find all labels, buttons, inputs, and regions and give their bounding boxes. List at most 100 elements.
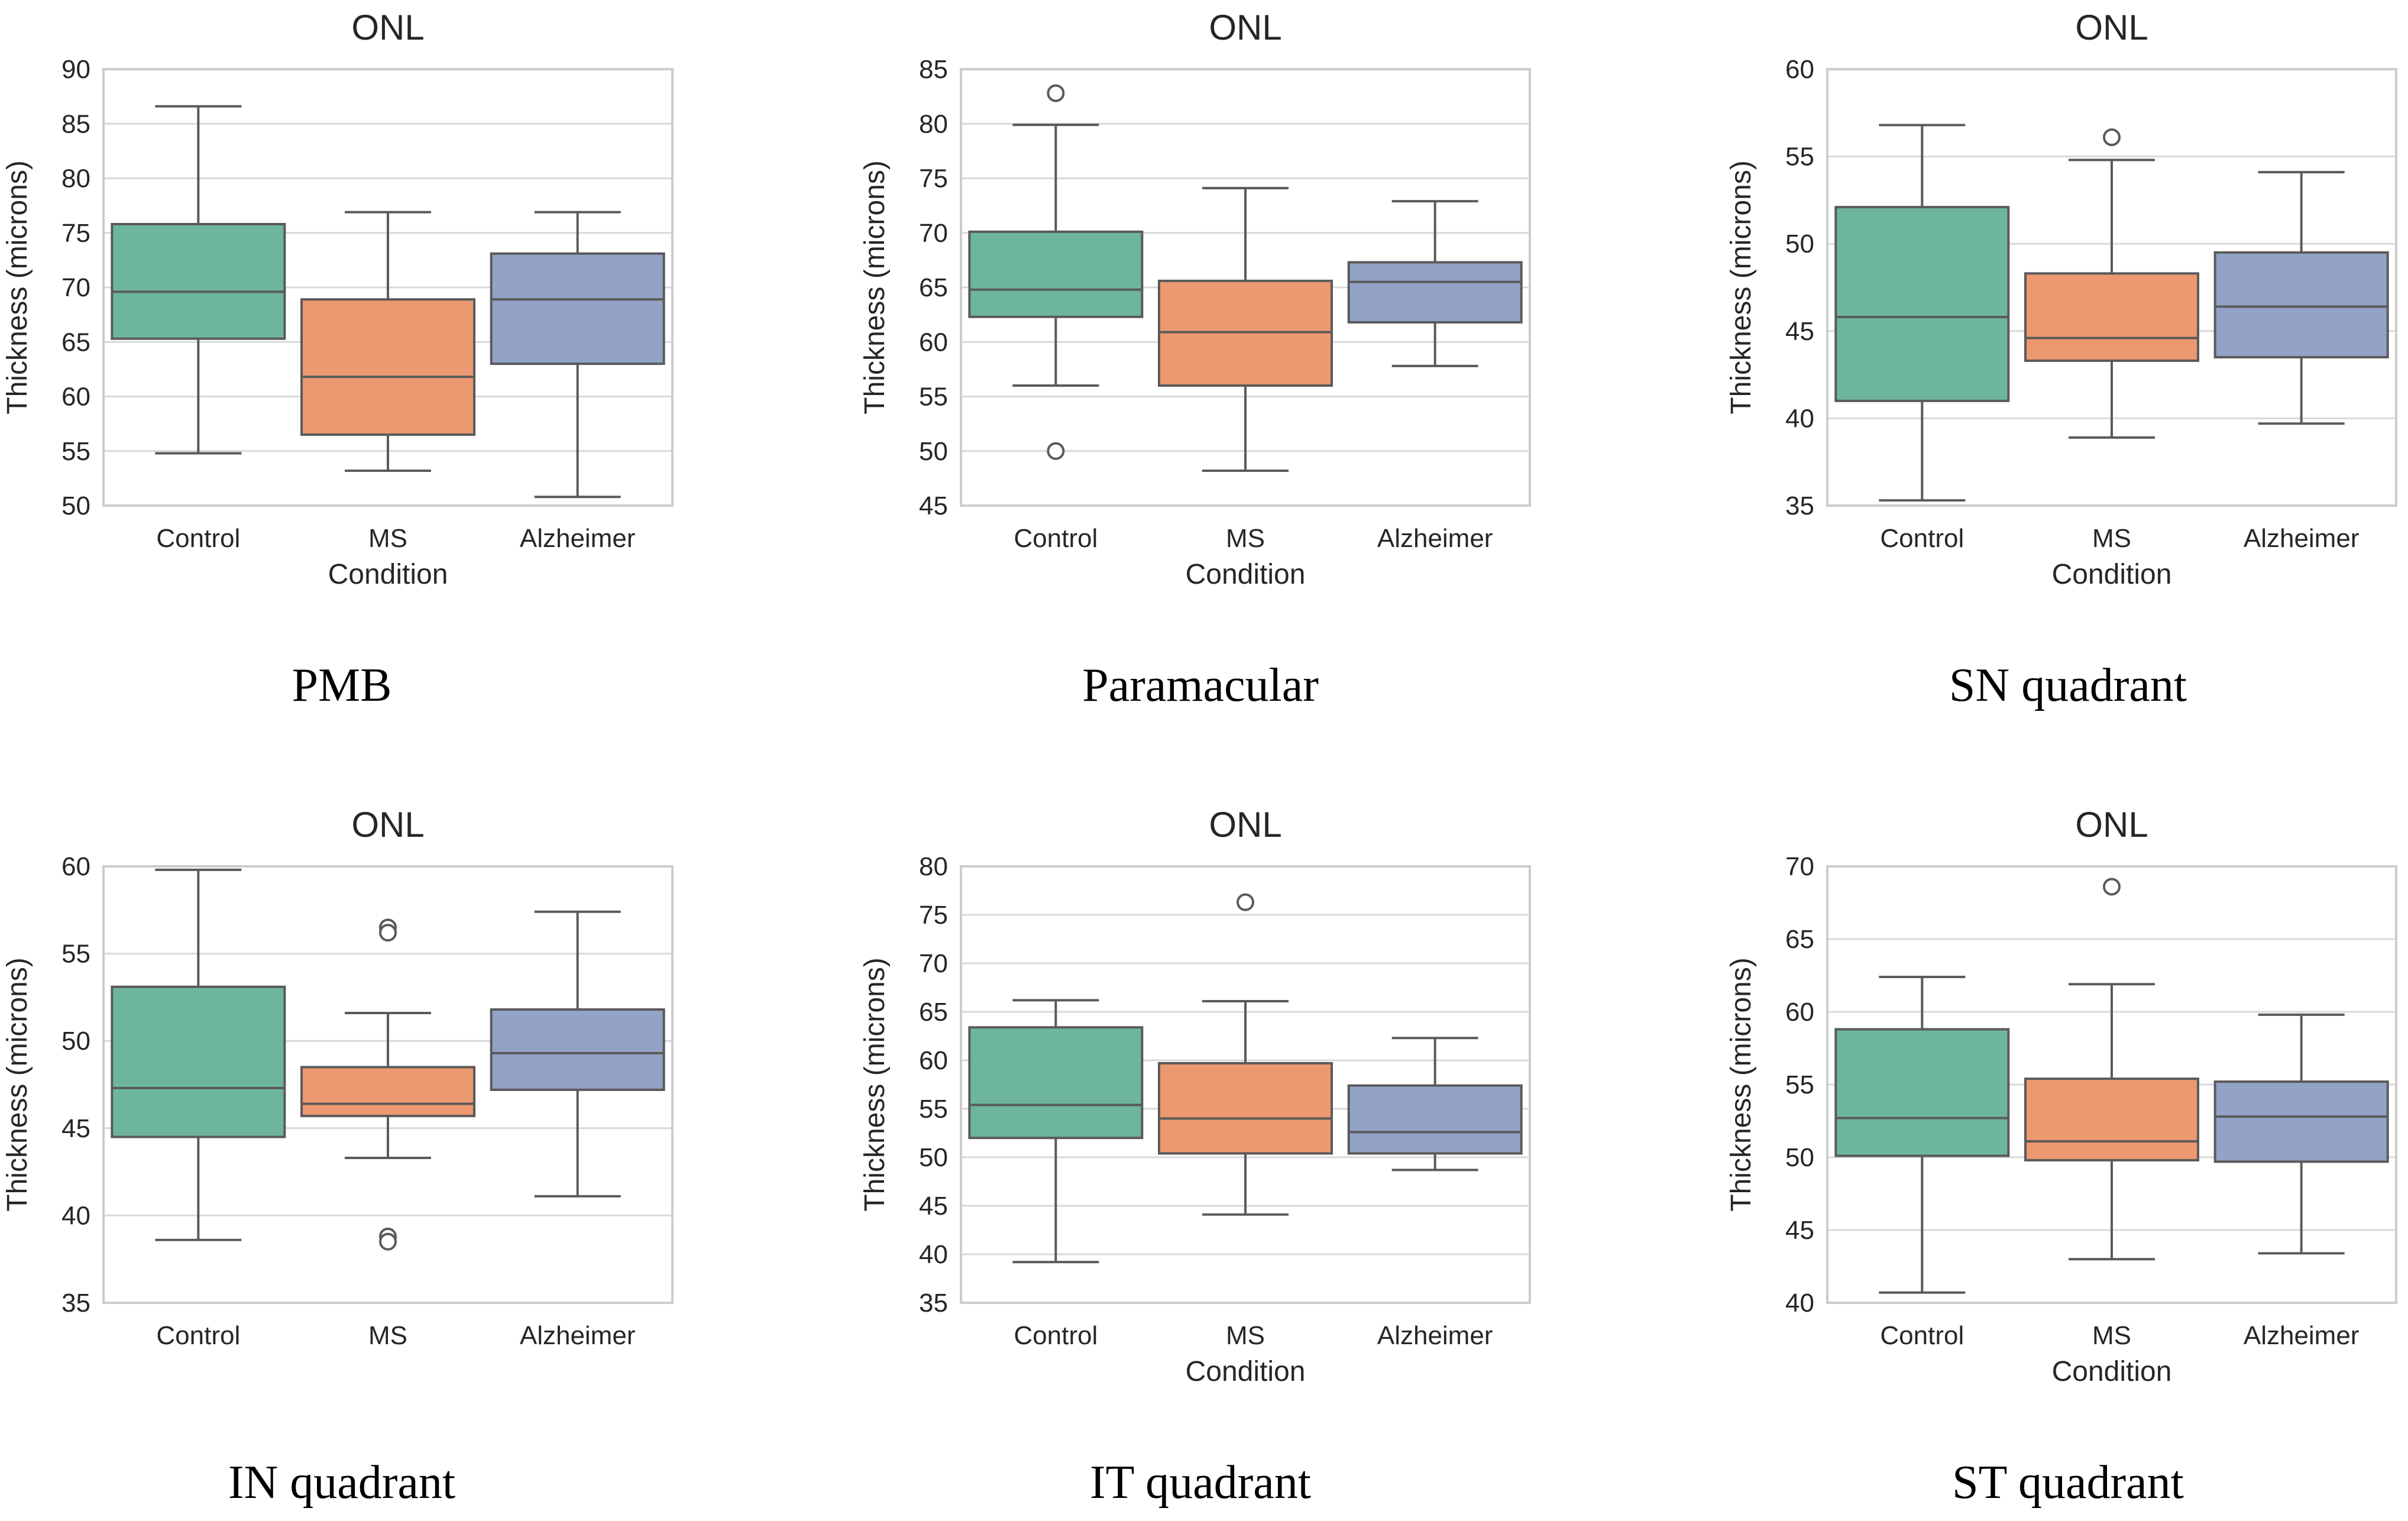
panel-caption: PMB: [292, 659, 392, 711]
x-tick-label: Control: [156, 1321, 240, 1350]
y-tick-label: 65: [62, 328, 90, 357]
iqr-box: [1158, 1062, 1333, 1155]
y-tick-label: 45: [919, 491, 948, 520]
y-tick-label: 75: [62, 219, 90, 248]
iqr-box: [111, 985, 286, 1138]
x-axis-label: Condition: [2052, 559, 2172, 590]
y-tick-label: 55: [1785, 143, 1814, 171]
y-tick-label: 75: [919, 901, 948, 930]
x-tick-label: Alzheimer: [1377, 524, 1493, 553]
iqr-box: [968, 1026, 1144, 1140]
y-tick-label: 85: [62, 109, 90, 138]
box-control: [1834, 975, 2010, 1294]
x-tick-label: Control: [1880, 524, 1964, 553]
y-tick-label: 65: [919, 998, 948, 1027]
panel-caption: IN quadrant: [228, 1457, 455, 1509]
x-tick-label: Alzheimer: [520, 524, 636, 553]
y-tick-label: 50: [62, 491, 90, 520]
plot-frame: [102, 68, 674, 507]
y-tick-label: 85: [919, 55, 948, 84]
y-tick-label: 40: [1785, 1289, 1814, 1318]
box-alzheimer: [490, 211, 665, 499]
y-tick-label: 50: [62, 1027, 90, 1056]
y-tick-label: 50: [1785, 1143, 1814, 1172]
panel-caption: IT quadrant: [1090, 1457, 1311, 1509]
iqr-box: [968, 230, 1144, 318]
chart-panel-2: 45 50 55 60 65 70 75 80 85 Control MS Alzheimer Cond…: [859, 8, 1531, 590]
y-tick-label: 50: [919, 437, 948, 466]
y-tick-label: 60: [1785, 55, 1814, 84]
iqr-box: [2024, 1077, 2199, 1161]
panel-title: ONL: [1209, 8, 1281, 47]
y-axis-label: Thickness (microns): [859, 957, 891, 1211]
y-tick-label: 55: [919, 1095, 948, 1124]
y-tick-label: 75: [919, 164, 948, 193]
box-control: [111, 868, 286, 1241]
outlier-point: [1047, 84, 1065, 102]
x-tick-label: MS: [368, 1321, 407, 1350]
plot-frame: [960, 68, 1531, 507]
x-axis-label: Condition: [2052, 1356, 2172, 1387]
box-alzheimer: [2213, 171, 2389, 425]
panel-title: ONL: [2075, 805, 2148, 844]
y-tick-label: 65: [919, 273, 948, 302]
x-axis-label: Condition: [1186, 559, 1306, 590]
y-axis-label: Thickness (microns): [859, 160, 891, 414]
iqr-box: [1347, 261, 1523, 324]
y-tick-label: 80: [62, 164, 90, 193]
iqr-box: [1347, 1084, 1523, 1155]
x-tick-label: MS: [368, 524, 407, 553]
iqr-box: [1834, 1028, 2010, 1157]
box-alzheimer: [1347, 200, 1523, 367]
box-ms: [2024, 128, 2199, 439]
y-tick-label: 40: [62, 1201, 90, 1230]
outlier-point: [379, 1232, 397, 1251]
panel-caption: Paramacular: [1082, 659, 1319, 711]
x-tick-label: Alzheimer: [2244, 1321, 2360, 1350]
x-tick-label: Alzheimer: [1377, 1321, 1493, 1350]
x-tick-label: MS: [1226, 1321, 1265, 1350]
x-tick-label: MS: [1226, 524, 1265, 553]
y-tick-label: 55: [919, 383, 948, 412]
x-tick-label: MS: [2092, 1321, 2131, 1350]
y-tick-label: 60: [1785, 998, 1814, 1027]
panel-title: ONL: [2075, 8, 2148, 47]
y-tick-label: 55: [62, 940, 90, 969]
panel-caption: SN quadrant: [1949, 659, 2187, 711]
box-ms: [1158, 893, 1333, 1216]
chart-panel-5: 35 40 45 50 55 60 65 70 75 80 Control MS Alzheimer Co…: [859, 805, 1531, 1387]
x-tick-label: Control: [1880, 1321, 1964, 1350]
y-tick-label: 80: [919, 852, 948, 881]
y-tick-label: 50: [919, 1143, 948, 1172]
box-ms: [2024, 878, 2199, 1261]
panel-caption: ST quadrant: [1952, 1457, 2184, 1509]
y-tick-label: 60: [62, 383, 90, 412]
y-tick-label: 45: [919, 1192, 948, 1221]
x-tick-label: Control: [156, 524, 240, 553]
outlier-point: [1047, 442, 1065, 460]
iqr-box: [2213, 1080, 2389, 1163]
iqr-box: [1834, 206, 2010, 402]
panel-title: ONL: [351, 805, 424, 844]
outlier-point: [379, 924, 397, 942]
y-tick-label: 70: [919, 219, 948, 248]
y-axis-label: Thickness (microns): [1726, 957, 1757, 1211]
panel-title: ONL: [1209, 805, 1281, 844]
box-ms: [300, 211, 475, 472]
y-tick-label: 70: [919, 949, 948, 978]
iqr-box: [490, 252, 665, 365]
iqr-box: [111, 222, 286, 340]
y-tick-label: 45: [62, 1114, 90, 1143]
x-tick-label: MS: [2092, 524, 2131, 553]
box-control: [111, 105, 286, 455]
plot-frame: [960, 865, 1531, 1304]
box-alzheimer: [1347, 1037, 1523, 1172]
outlier-point: [1237, 893, 1254, 911]
x-axis-label: Condition: [1186, 1356, 1306, 1387]
plot-frame: [102, 865, 674, 1304]
y-tick-label: 45: [1785, 317, 1814, 346]
plot-frame: [1826, 865, 2397, 1304]
box-control: [968, 84, 1144, 460]
chart-panel-6: 40 45 50 55 60 65 70 Control MS Alzheimer Conditio…: [1726, 805, 2397, 1387]
iqr-box: [490, 1008, 665, 1091]
